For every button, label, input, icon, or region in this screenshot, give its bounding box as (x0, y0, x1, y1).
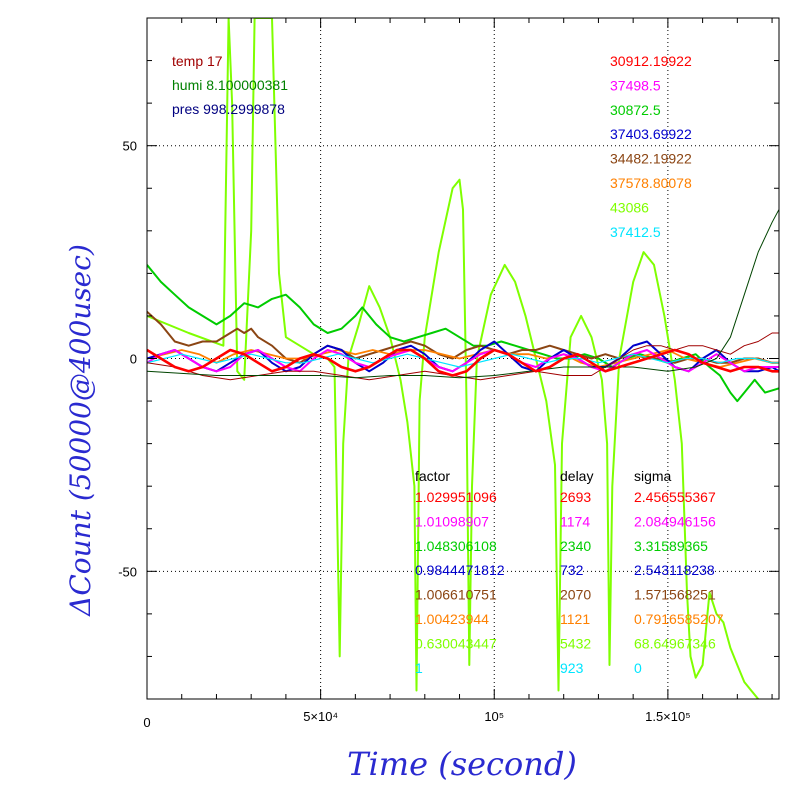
env-pres-label: pres 998.2999878 (172, 101, 285, 117)
series-line-7 (147, 332, 779, 381)
x-tick-label: 10⁵ (484, 709, 504, 724)
series-line-1 (147, 264, 779, 403)
table-cell-delay: 2070 (560, 587, 591, 603)
table-cell-sigma: 0 (634, 660, 642, 676)
fit-parameters-table: factor delay sigma 1.029951096 2693 2.4565553… (415, 468, 724, 676)
table-cell-sigma: 68.64967346 (634, 635, 716, 651)
series-line-5 (147, 349, 779, 373)
env-humi-label: humi 8.100000381 (172, 77, 288, 93)
table-cell-delay: 2693 (560, 489, 591, 505)
series-layer (147, 18, 779, 699)
x-tick-label: 5×10⁴ (303, 709, 338, 724)
series-mean-value: 37403.69922 (610, 126, 692, 142)
table-cell-delay: 732 (560, 562, 584, 578)
table-cell-factor: 1.00423944 (415, 611, 489, 627)
table-cell-sigma: 0.7916585207 (634, 611, 724, 627)
series-mean-value: 30912.19922 (610, 53, 692, 69)
table-cell-delay: 5432 (560, 635, 591, 651)
table-header-factor: factor (415, 468, 450, 484)
table-header-delay: delay (560, 468, 593, 484)
table-cell-sigma: 2.084946156 (634, 513, 716, 529)
env-legend: temp 17 humi 8.100000381 pres 998.299987… (172, 53, 288, 117)
series-line-8 (147, 209, 779, 379)
table-cell-factor: 1 (415, 660, 423, 676)
table-cell-sigma: 2.456555367 (634, 489, 716, 505)
tick-labels: 0 5×10⁴ 10⁵ 1.5×10⁵ 50 0 -50 (118, 139, 690, 730)
table-cell-delay: 923 (560, 660, 584, 676)
table-cell-delay: 1174 (560, 513, 590, 529)
series-mean-value: 37498.5 (610, 77, 661, 93)
series-means-legend: 30912.19922 37498.5 30872.5 37403.69922 3448… (610, 53, 692, 240)
env-temp-label: temp 17 (172, 53, 223, 69)
table-cell-factor: 1.048306108 (415, 538, 497, 554)
series-line-9 (147, 348, 779, 377)
axes (146, 17, 780, 700)
table-cell-factor: 1.01098907 (415, 513, 489, 529)
y-tick-label: 0 (130, 352, 137, 367)
table-cell-sigma: 2.543118238 (634, 562, 715, 578)
table-cell-sigma: 1.571568251 (634, 587, 716, 603)
table-cell-factor: 0.9844471812 (415, 562, 505, 578)
y-axis-label: ΔCount (50000@400usec) (64, 244, 97, 617)
x-tick-label: 1.5×10⁵ (645, 709, 691, 724)
table-cell-factor: 1.006610751 (415, 587, 497, 603)
series-mean-value: 37578.80078 (610, 175, 692, 191)
series-mean-value: 37412.5 (610, 224, 661, 240)
x-tick-label: 0 (143, 715, 150, 730)
series-line-0 (147, 18, 759, 699)
table-cell-sigma: 3.31589365 (634, 538, 708, 554)
y-tick-label: -50 (118, 564, 137, 579)
table-cell-factor: 1.029951096 (415, 489, 497, 505)
table-header-sigma: sigma (634, 468, 672, 484)
table-cell-delay: 2340 (560, 538, 591, 554)
series-mean-value: 30872.5 (610, 102, 661, 118)
series-line-2 (147, 310, 779, 364)
y-tick-label: 50 (123, 139, 137, 154)
series-mean-value: 43086 (610, 199, 649, 215)
series-mean-value: 34482.19922 (610, 151, 692, 167)
table-cell-delay: 1121 (560, 611, 590, 627)
table-cell-factor: 0.630043447 (415, 635, 497, 651)
x-axis-label: Time (second) (347, 745, 577, 783)
series-line-6 (147, 353, 779, 368)
